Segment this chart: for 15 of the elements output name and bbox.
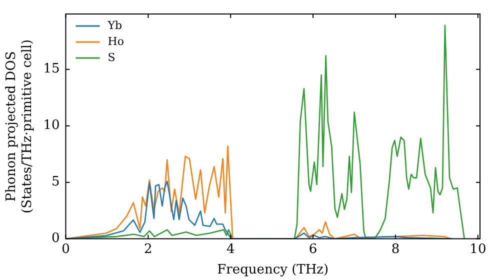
y-tick-label: 0 (51, 231, 60, 246)
y-tick-label: 15 (43, 62, 60, 77)
legend-label: S (108, 50, 116, 64)
x-tick-label: 2 (144, 242, 152, 257)
x-tick-label: 10 (470, 242, 486, 257)
x-tick-label: 0 (62, 242, 70, 257)
x-axis-title: Frequency (THz) (217, 262, 329, 278)
y-tick-label: 10 (43, 118, 60, 134)
y-axis-title: Phonon projected DOS (States/THz·primitive cell) (4, 39, 35, 214)
legend-label: Yb (106, 18, 122, 32)
x-tick-label: 8 (391, 242, 400, 257)
x-tick-label: 4 (226, 242, 235, 257)
y-tick-label: 5 (51, 174, 60, 190)
legend-label: Ho (108, 34, 124, 48)
x-tick-label: 6 (308, 242, 318, 257)
